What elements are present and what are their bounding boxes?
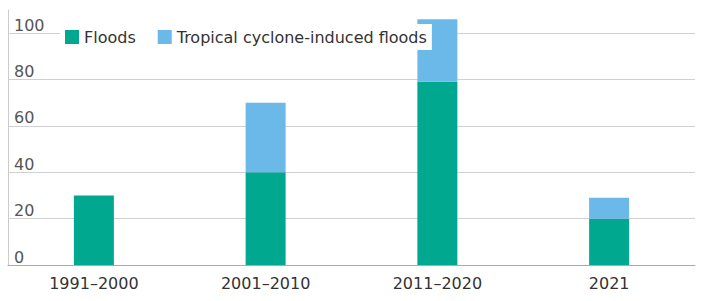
svg-text:2021: 2021 [589,274,630,293]
svg-text:Floods: Floods [84,28,136,47]
svg-text:20: 20 [14,201,34,220]
svg-text:40: 40 [14,155,34,174]
svg-text:1991–2000: 1991–2000 [49,274,138,293]
svg-text:0: 0 [14,248,24,267]
svg-text:60: 60 [14,108,34,127]
svg-text:2001–2010: 2001–2010 [221,274,310,293]
svg-text:80: 80 [14,62,34,81]
svg-text:Tropical cyclone-induced flood: Tropical cyclone-induced floods [176,28,427,47]
svg-text:2011–2020: 2011–2020 [393,274,482,293]
svg-text:100: 100 [14,16,45,35]
